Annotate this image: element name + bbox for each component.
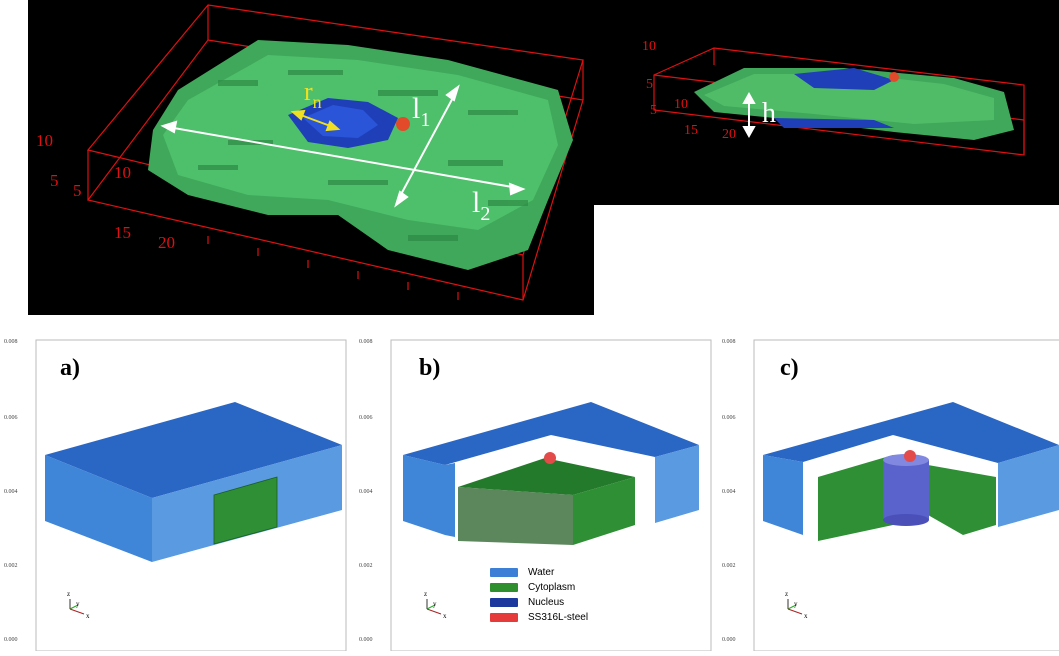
y-tick: 0.000: [722, 637, 736, 643]
label-rn: rn: [304, 77, 322, 112]
panel-letter: b): [419, 355, 440, 381]
cell-render-side: h 10 5 5 10 15 20: [594, 0, 1059, 205]
radius-arrow: [290, 109, 341, 132]
axis-tick: 5: [650, 103, 657, 118]
label-h: h: [762, 98, 776, 129]
legend-label: Cytoplasm: [528, 582, 576, 593]
svg-text:z: z: [424, 590, 427, 598]
axis-triad: z y x: [67, 590, 90, 620]
cell-render-oblique: rn l1 l2 10 5 5 10 15 20: [28, 0, 594, 315]
y-tick: 0.002: [722, 563, 736, 569]
svg-text:x: x: [443, 612, 447, 620]
model-panel-c-svg: 0.008 0.006 0.004 0.002 0.000 c) z y x: [722, 339, 1059, 652]
steel-particle-model: [544, 452, 556, 464]
y-tick: 0.004: [722, 489, 736, 495]
y-tick-labels: 0.008 0.006 0.004 0.002 0.000: [359, 339, 373, 643]
cytoplasm-blob: [148, 40, 573, 270]
height-arrow: [742, 91, 756, 139]
y-tick: 0.004: [4, 489, 18, 495]
svg-text:y: y: [433, 600, 437, 608]
y-tick: 0.006: [722, 415, 736, 421]
svg-text:y: y: [794, 600, 798, 608]
material-legend: Water Cytoplasm Nucleus SS316L-steel: [490, 565, 588, 625]
axis-triad: z y x: [785, 590, 808, 620]
svg-text:x: x: [804, 612, 808, 620]
y-tick: 0.006: [359, 415, 373, 421]
legend-swatch: [490, 568, 518, 577]
y-tick: 0.000: [4, 637, 18, 643]
axis-tick: 20: [722, 127, 736, 142]
axis-tick: 15: [684, 123, 698, 138]
legend-item-water: Water: [490, 565, 588, 580]
panel-letter: a): [60, 355, 80, 381]
steel-particle-model: [904, 450, 916, 462]
cell-render-oblique-svg: rn l1 l2 10 5 5 10 15 20: [36, 4, 584, 301]
axis-tick-labels: 10 5 5 10 15 20: [36, 131, 175, 252]
model-panel-b: 0.008 0.006 0.004 0.002 0.000 b) z y x: [355, 335, 715, 652]
model-panel-a: 0.008 0.006 0.004 0.002 0.000 a) z y x: [0, 335, 350, 652]
legend-label: Nucleus: [528, 597, 565, 608]
y-tick-labels: 0.008 0.006 0.004 0.002 0.000: [722, 339, 736, 643]
steel-particle: [396, 117, 410, 131]
label-l2: l2: [472, 186, 490, 225]
axis-tick: 10: [642, 39, 656, 54]
model-panel-c: 0.008 0.006 0.004 0.002 0.000 c) z y x: [718, 335, 1059, 652]
y-tick: 0.000: [359, 637, 373, 643]
legend-label: SS316L-steel: [528, 612, 589, 623]
panel-letter: c): [780, 355, 799, 381]
axis-tick: 5: [50, 171, 59, 190]
nucleus-side: [794, 68, 894, 90]
axis-tick: 10: [674, 97, 688, 112]
y-tick: 0.004: [359, 489, 373, 495]
axis-tick: 20: [158, 233, 175, 252]
axis-tick: 10: [36, 131, 53, 150]
y-tick: 0.006: [4, 415, 18, 421]
y-tick: 0.008: [4, 339, 18, 345]
axis-tick: 15: [114, 223, 131, 242]
legend-label: Water: [528, 567, 555, 578]
legend-swatch: [490, 583, 518, 592]
legend-item-nucleus: Nucleus: [490, 595, 588, 610]
legend-item-cytoplasm: Cytoplasm: [490, 580, 588, 595]
nucleus-blob: [288, 98, 398, 148]
axis-triad: z y x: [424, 590, 447, 620]
svg-text:z: z: [785, 590, 788, 598]
cell-render-side-svg: h 10 5 5 10 15 20: [642, 39, 1025, 156]
svg-text:z: z: [67, 590, 70, 598]
axis-tick: 5: [73, 181, 82, 200]
y-tick: 0.002: [4, 563, 18, 569]
svg-text:y: y: [76, 600, 80, 608]
axis-tick-labels-side: 10 5 5 10 15 20: [642, 39, 736, 142]
legend-swatch: [490, 598, 518, 607]
model-panel-a-svg: 0.008 0.006 0.004 0.002 0.000 a) z y x: [4, 339, 347, 652]
y-tick-labels: 0.008 0.006 0.004 0.002 0.000: [4, 339, 18, 643]
dimension-arrows: [160, 84, 526, 208]
y-tick: 0.008: [722, 339, 736, 345]
label-l1: l1: [412, 92, 430, 131]
axis-tick-marks: [207, 236, 459, 300]
legend-item-steel: SS316L-steel: [490, 610, 588, 625]
axis-tick: 5: [646, 77, 653, 92]
legend-swatch: [490, 613, 518, 622]
axis-tick: 10: [114, 163, 131, 182]
svg-text:x: x: [86, 612, 90, 620]
y-tick: 0.002: [359, 563, 373, 569]
model-panel-b-svg: 0.008 0.006 0.004 0.002 0.000 b) z y x: [359, 339, 712, 652]
y-tick: 0.008: [359, 339, 373, 345]
steel-particle-side: [889, 72, 899, 82]
